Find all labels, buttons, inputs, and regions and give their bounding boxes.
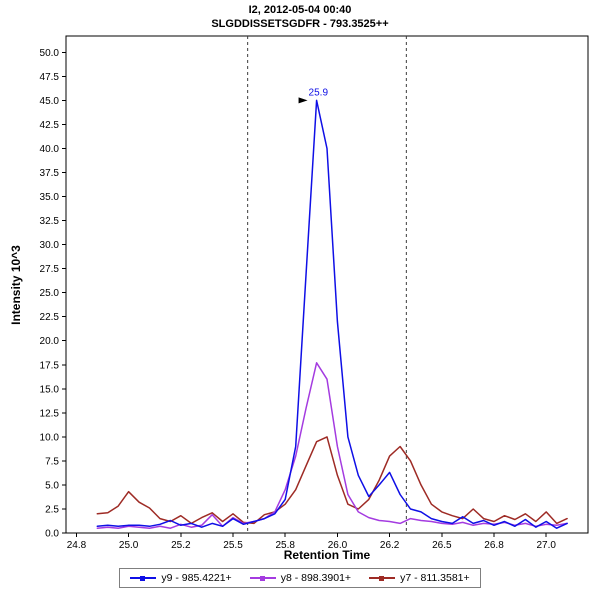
series-line-y7 — [96, 436, 568, 525]
x-tick-label: 26.2 — [380, 540, 400, 551]
y-tick-label: 30.0 — [40, 240, 60, 251]
y-tick-label: 0.0 — [45, 529, 59, 540]
y-tick-label: 15.0 — [40, 384, 60, 395]
x-tick-label: 25.2 — [171, 540, 191, 551]
legend-item-y9[interactable]: y9 - 985.4221+ — [130, 572, 232, 584]
series-y9-marker-icon — [130, 574, 157, 583]
y-tick-label: 47.5 — [40, 72, 60, 83]
chart-subtitle: SLGDDISSETSGDFR - 793.3525++ — [211, 18, 389, 30]
legend-label-y7: y7 - 811.3581+ — [400, 572, 470, 584]
peak-arrow-icon — [298, 97, 308, 104]
y-tick-label: 20.0 — [40, 336, 60, 347]
y-tick-label: 12.5 — [40, 408, 60, 419]
y-tick-label: 50.0 — [40, 48, 60, 59]
y-tick-label: 45.0 — [40, 96, 60, 107]
y-tick-label: 37.5 — [40, 168, 60, 179]
y-tick-label: 5.0 — [45, 480, 59, 491]
plot-border — [65, 35, 589, 534]
x-tick-label: 25.8 — [276, 540, 296, 551]
legend-item-y8[interactable]: y8 - 898.3901+ — [249, 572, 352, 584]
series-y8-marker-icon — [249, 574, 276, 583]
y-tick-label: 22.5 — [40, 312, 60, 323]
x-tick-label: 24.8 — [67, 540, 87, 551]
x-tick-label: 25.5 — [223, 540, 243, 551]
x-tick-label: 26.8 — [484, 540, 504, 551]
x-tick-label: 26.5 — [432, 540, 452, 551]
y-tick-label: 17.5 — [40, 360, 60, 371]
chart-header: I2, 2012-05-04 00:40 SLGDDISSETSGDFR - 7… — [0, 3, 600, 31]
y-tick-label: 27.5 — [40, 264, 60, 275]
y-tick-label: 10.0 — [40, 432, 60, 443]
y-tick-label: 40.0 — [40, 144, 60, 155]
legend-label-y9: y9 - 985.4221+ — [161, 572, 232, 584]
peak-annotation-label: 25.9 — [309, 87, 329, 98]
y-tick-label: 25.0 — [40, 288, 60, 299]
legend-item-y7[interactable]: y7 - 811.3581+ — [369, 572, 470, 584]
series-line-y8 — [96, 362, 568, 529]
x-axis-title: Retention Time — [283, 548, 371, 562]
x-tick-label: 25.0 — [119, 540, 139, 551]
y-tick-label: 2.5 — [45, 504, 59, 515]
y-tick-label: 7.5 — [45, 456, 59, 467]
y-tick-label: 35.0 — [40, 192, 60, 203]
legend-box: y9 - 985.4221+ y8 - 898.3901+ y7 - 811.3… — [119, 568, 481, 588]
series-line-y9 — [96, 99, 568, 529]
y-tick-label: 42.5 — [40, 120, 60, 131]
legend-label-y8: y8 - 898.3901+ — [280, 572, 352, 584]
chart-title: I2, 2012-05-04 00:40 — [248, 4, 352, 16]
y-tick-label: 32.5 — [40, 216, 60, 227]
series-y7-marker-icon — [369, 574, 396, 583]
x-tick-label: 26.0 — [328, 540, 348, 551]
legend: y9 - 985.4221+ y8 - 898.3901+ y7 - 811.3… — [0, 568, 600, 588]
x-tick-label: 27.0 — [537, 540, 557, 551]
